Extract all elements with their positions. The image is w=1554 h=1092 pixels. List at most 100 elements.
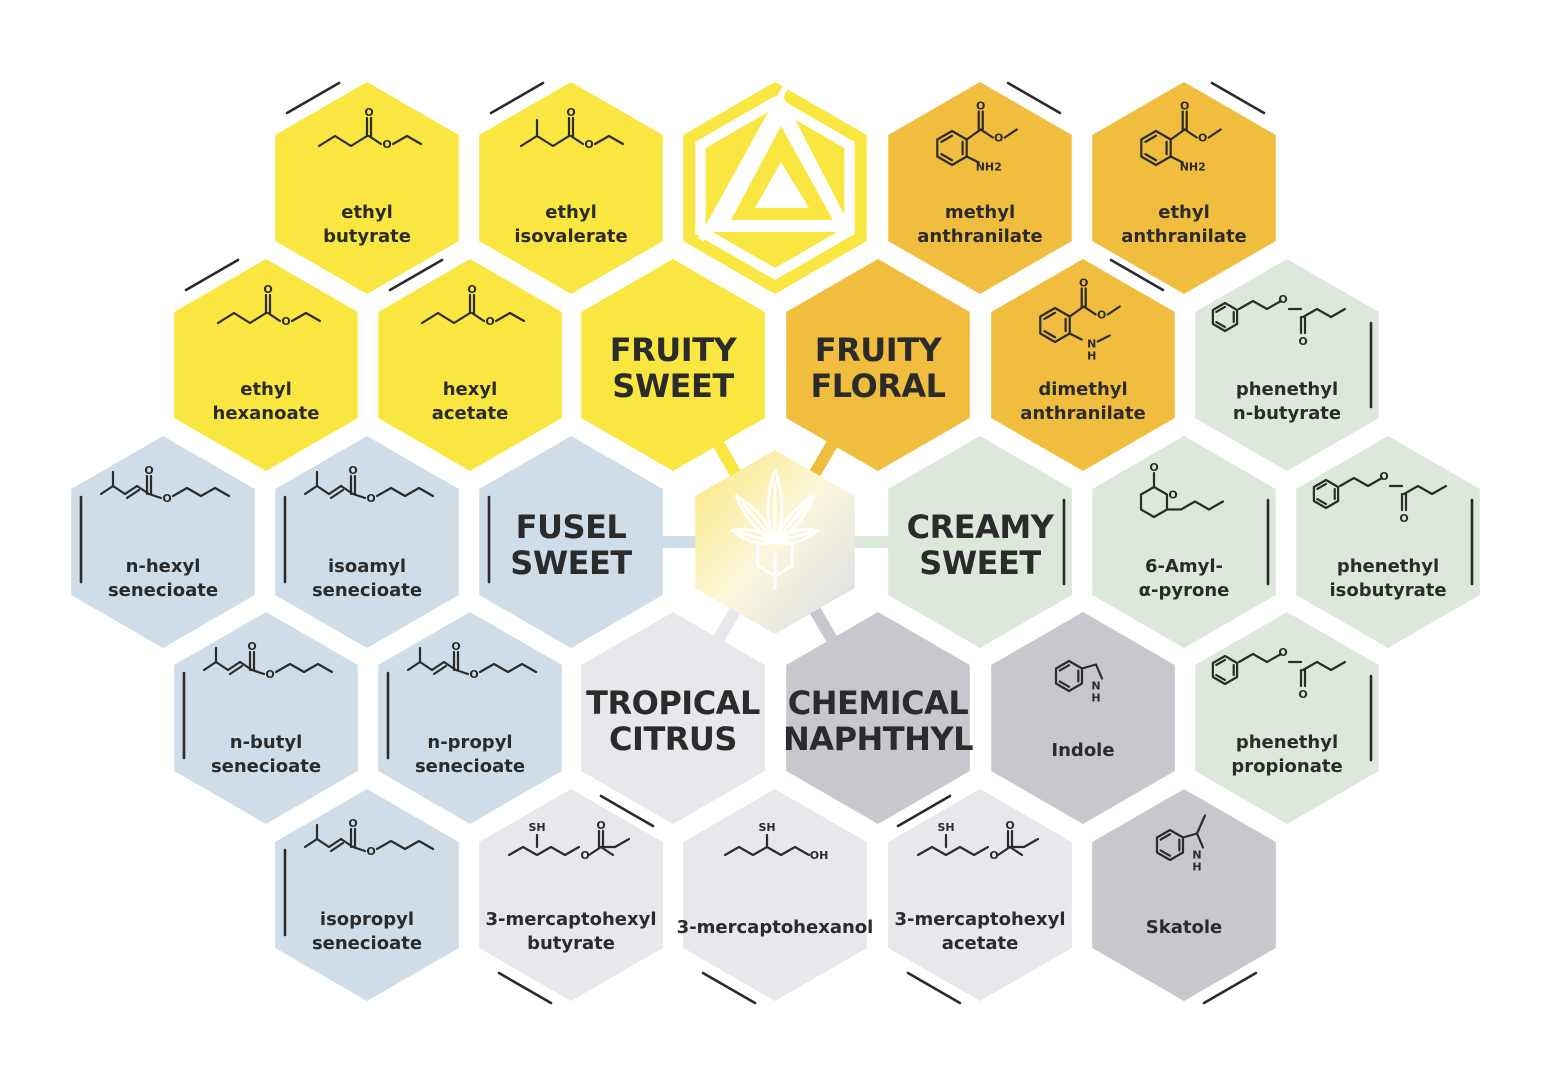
category-hexagon: [581, 259, 765, 471]
structure-icon: OO: [1139, 461, 1225, 519]
hexagon-cell: [174, 259, 358, 471]
decorative-rule: [388, 258, 444, 292]
svg-text:NH2: NH2: [976, 161, 1002, 174]
compound-name-line1: Skatole: [1146, 917, 1222, 938]
decorative-rule: [489, 81, 545, 115]
compound-name-line2: α-pyrone: [1139, 580, 1230, 601]
hexagon-cell: [1195, 259, 1379, 471]
compound-indole: NH Indole: [991, 612, 1175, 824]
structure-icon: OO: [303, 817, 435, 858]
category-title-line1: CHEMICAL: [788, 684, 969, 722]
svg-text:O: O: [584, 138, 593, 151]
compound-name-line2: butyrate: [323, 226, 411, 247]
compound-name-line1: 6-Amyl-: [1145, 556, 1223, 577]
compound-name-line2: isovalerate: [514, 226, 627, 247]
structure-icon: SH O O: [507, 819, 631, 862]
structure-icon: OO: [519, 106, 625, 151]
compound-name-line1: n-butyl: [230, 732, 303, 753]
structure-icon: OO: [1211, 293, 1347, 348]
decorative-rule: [1202, 971, 1258, 1005]
category-title-line2: SWEET: [919, 544, 1041, 582]
compound-6-amyl-a-pyrone: OO 6-Amyl-α-pyrone: [1092, 436, 1276, 648]
svg-text:O: O: [976, 100, 985, 113]
svg-text:SH: SH: [937, 821, 954, 834]
decorative-rule: [701, 971, 757, 1005]
structure-icon: SH OH: [723, 821, 828, 862]
hexagon-cell: [1092, 789, 1276, 1001]
structure-icon: O O NH: [1039, 277, 1121, 363]
compound-name-line2: n-butyrate: [1233, 403, 1341, 424]
compound-name-line1: phenethyl: [1236, 732, 1338, 753]
decorative-rule: [1210, 81, 1266, 115]
decorative-rule: [1109, 258, 1165, 292]
category-title-line2: NAPHTHYL: [783, 720, 973, 758]
svg-text:H: H: [1192, 861, 1201, 874]
structure-icon: NH: [1155, 814, 1207, 874]
svg-text:O: O: [451, 640, 460, 653]
structure-icon: O O NH2: [1140, 100, 1222, 174]
structure-icon: OO: [420, 283, 526, 328]
compound-name-line2: senecioate: [312, 580, 422, 601]
compound-name-line2: acetate: [432, 403, 509, 424]
compound-name-line2: acetate: [942, 933, 1019, 954]
category-title-line2: SWEET: [612, 367, 734, 405]
compound-name-line2: propionate: [1231, 756, 1342, 777]
compound-name-line1: phenethyl: [1337, 556, 1439, 577]
compound-name-line2: anthranilate: [917, 226, 1043, 247]
svg-text:O: O: [994, 132, 1003, 145]
structure-icon: NH: [1054, 659, 1104, 705]
svg-text:O: O: [265, 668, 274, 681]
svg-text:O: O: [989, 849, 998, 862]
svg-text:O: O: [281, 315, 290, 328]
structure-icon: OO: [406, 640, 538, 681]
svg-text:O: O: [580, 849, 589, 862]
svg-text:O: O: [1298, 335, 1307, 348]
svg-text:O: O: [485, 315, 494, 328]
hexagon-cell: [479, 789, 663, 1001]
svg-text:H: H: [1091, 692, 1100, 705]
hexagon-grid: OOethylbutyrateOOethylisovalerateOONH2me…: [71, 81, 1480, 1005]
hexagon-cell: [275, 436, 459, 648]
compound-name-line1: hexyl: [443, 379, 498, 400]
hexagon-cell: [1092, 436, 1276, 648]
hexagon-cell: [888, 789, 1072, 1001]
svg-text:O: O: [1149, 461, 1158, 474]
compound-phenethyl-propionate: OO phenethyl propionate: [1195, 612, 1379, 824]
hexagon-cell: [683, 789, 867, 1001]
compound-skatole: NH Skatole: [1092, 789, 1276, 1005]
decorative-rule: [906, 971, 962, 1005]
structure-icon: OO: [1211, 646, 1347, 701]
svg-text:O: O: [596, 819, 605, 832]
compound-name-line2: senecioate: [415, 756, 525, 777]
compound-name-line2: isobutyrate: [1329, 580, 1446, 601]
hexagon-cell: [378, 259, 562, 471]
compound-name-line2: anthranilate: [1020, 403, 1146, 424]
structure-icon: OO: [303, 464, 435, 505]
svg-text:O: O: [366, 492, 375, 505]
category-title-line2: FLORAL: [810, 367, 945, 405]
structure-icon: OO: [317, 106, 423, 151]
svg-text:O: O: [1079, 277, 1088, 290]
hexagon-cell: [275, 82, 459, 294]
svg-text:N: N: [1087, 338, 1096, 351]
compound-methyl-anthranilate: O O NH2 methyl anthranilate: [888, 81, 1072, 294]
svg-text:O: O: [1005, 819, 1014, 832]
hexagon-cell: [991, 259, 1175, 471]
svg-text:SH: SH: [758, 821, 775, 834]
compound-name-line1: phenethyl: [1236, 379, 1338, 400]
decorative-rule: [285, 81, 341, 115]
svg-text:N: N: [1192, 849, 1201, 862]
structure-icon: OO: [216, 283, 322, 328]
compound-name-line2: anthranilate: [1121, 226, 1247, 247]
